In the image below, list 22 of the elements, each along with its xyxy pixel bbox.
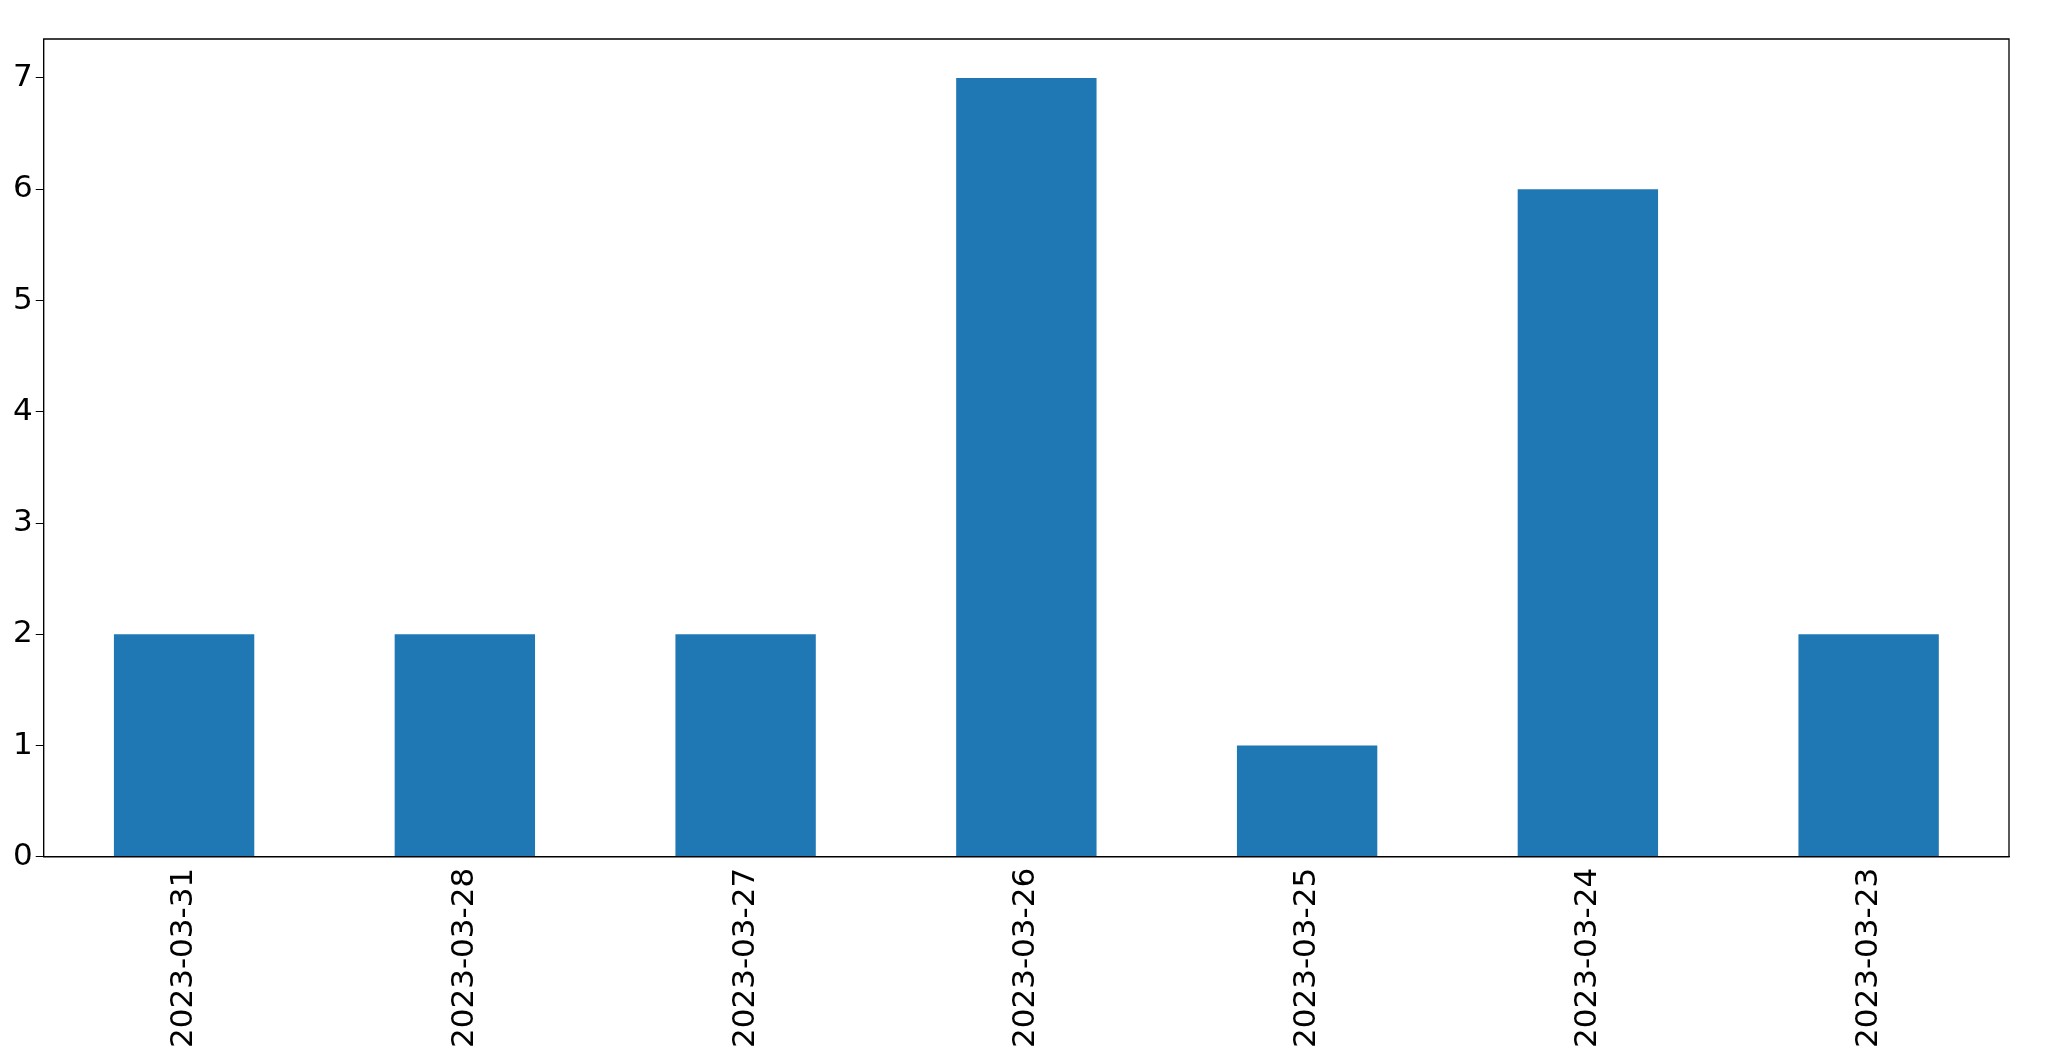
x-tick-label: 2023-03-24 [1566,867,1603,1049]
bar [675,634,816,857]
y-tick-label: 4 [12,390,33,427]
y-tick-label: 1 [12,724,33,761]
y-tick-label: 2 [12,613,33,650]
y-tick-label: 0 [12,835,33,872]
bar [113,634,255,857]
x-tick-label: 2023-03-27 [724,867,761,1049]
x-tick-label: 2023-03-26 [1005,867,1042,1049]
bar [1798,634,1939,857]
x-tick-label: 2023-03-25 [1286,867,1323,1049]
y-tick-label: 6 [12,168,33,205]
bar [1236,745,1378,857]
bar [1517,189,1659,857]
bar [956,77,1097,857]
y-tick-label: 3 [12,502,33,539]
x-tick-label: 2023-03-31 [163,867,200,1049]
y-tick-label: 5 [12,279,33,316]
y-tick-label: 7 [12,56,33,93]
x-tick-label: 2023-03-28 [443,867,480,1049]
x-tick-label: 2023-03-23 [1847,867,1884,1049]
bar [394,634,536,857]
